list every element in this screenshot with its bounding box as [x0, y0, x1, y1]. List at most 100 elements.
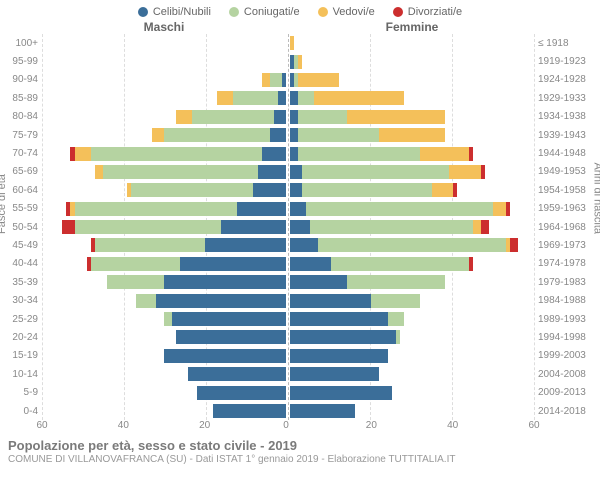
seg-coniugati — [388, 312, 404, 326]
seg-coniugati — [302, 183, 432, 197]
bar-male — [42, 128, 286, 142]
legend-swatch — [393, 7, 403, 17]
bar-male — [42, 404, 286, 418]
seg-celibi — [221, 220, 286, 234]
seg-celibi — [164, 349, 286, 363]
seg-celibi — [290, 147, 298, 161]
age-label: 5-9 — [0, 387, 42, 398]
birth-label: 1954-1958 — [534, 185, 600, 196]
bar-male — [42, 165, 286, 179]
seg-coniugati — [95, 238, 205, 252]
bar-female — [290, 349, 534, 363]
legend-label: Coniugati/e — [244, 6, 300, 18]
legend-label: Celibi/Nubili — [153, 6, 211, 18]
bar-female — [290, 55, 534, 69]
birth-label: 2014-2018 — [534, 406, 600, 417]
legend-swatch — [229, 7, 239, 17]
age-label: 15-19 — [0, 350, 42, 361]
seg-celibi — [282, 73, 286, 87]
seg-divorziati — [481, 220, 489, 234]
pyramid-row: 10-142004-2008 — [0, 365, 600, 383]
seg-vedovi — [95, 165, 103, 179]
bar-male — [42, 36, 286, 50]
seg-celibi — [274, 110, 286, 124]
seg-celibi — [290, 312, 388, 326]
birth-label: 1979-1983 — [534, 277, 600, 288]
birth-label: 1959-1963 — [534, 203, 600, 214]
seg-celibi — [290, 238, 318, 252]
population-pyramid: Fasce di età Anni di nascita 100+≤ 19189… — [0, 34, 600, 434]
seg-coniugati — [298, 128, 379, 142]
seg-divorziati — [62, 220, 74, 234]
seg-vedovi — [432, 183, 452, 197]
bar-female — [290, 128, 534, 142]
seg-celibi — [290, 128, 298, 142]
age-label: 30-34 — [0, 295, 42, 306]
seg-vedovi — [449, 165, 482, 179]
bar-male — [42, 312, 286, 326]
seg-celibi — [290, 91, 298, 105]
bar-female — [290, 91, 534, 105]
seg-coniugati — [233, 91, 278, 105]
seg-coniugati — [347, 275, 445, 289]
bar-male — [42, 294, 286, 308]
age-label: 70-74 — [0, 148, 42, 159]
pyramid-row: 50-541964-1968 — [0, 218, 600, 236]
bar-female — [290, 312, 534, 326]
seg-coniugati — [107, 275, 164, 289]
age-label: 60-64 — [0, 185, 42, 196]
birth-label: 1919-1923 — [534, 56, 600, 67]
seg-vedovi — [493, 202, 505, 216]
seg-vedovi — [314, 91, 403, 105]
seg-celibi — [290, 367, 379, 381]
bar-male — [42, 257, 286, 271]
birth-label: 1999-2003 — [534, 350, 600, 361]
bar-female — [290, 238, 534, 252]
seg-vedovi — [262, 73, 270, 87]
age-label: 40-44 — [0, 258, 42, 269]
seg-celibi — [290, 330, 396, 344]
seg-celibi — [290, 220, 310, 234]
xtick: 40 — [447, 420, 458, 431]
pyramid-row: 70-741944-1948 — [0, 144, 600, 162]
seg-coniugati — [371, 294, 420, 308]
age-label: 0-4 — [0, 406, 42, 417]
seg-divorziati — [469, 147, 473, 161]
bar-male — [42, 220, 286, 234]
seg-celibi — [290, 349, 388, 363]
seg-coniugati — [164, 312, 172, 326]
birth-label: 1929-1933 — [534, 93, 600, 104]
seg-celibi — [197, 386, 286, 400]
pyramid-row: 80-841934-1938 — [0, 108, 600, 126]
seg-vedovi — [379, 128, 444, 142]
xtick: 20 — [199, 420, 210, 431]
seg-celibi — [290, 275, 347, 289]
seg-vedovi — [347, 110, 445, 124]
bar-male — [42, 110, 286, 124]
bar-male — [42, 183, 286, 197]
bar-male — [42, 386, 286, 400]
seg-vedovi — [217, 91, 233, 105]
seg-celibi — [205, 238, 286, 252]
bar-female — [290, 275, 534, 289]
seg-vedovi — [176, 110, 192, 124]
bar-female — [290, 220, 534, 234]
bar-female — [290, 386, 534, 400]
age-label: 90-94 — [0, 74, 42, 85]
birth-label: 2004-2008 — [534, 369, 600, 380]
seg-celibi — [164, 275, 286, 289]
seg-coniugati — [131, 183, 253, 197]
birth-label: 1989-1993 — [534, 314, 600, 325]
seg-celibi — [258, 165, 286, 179]
birth-label: 1994-1998 — [534, 332, 600, 343]
header-femmine: Femmine — [290, 20, 534, 34]
legend-swatch — [318, 7, 328, 17]
bar-male — [42, 73, 286, 87]
pyramid-row: 60-64 1954-1958 — [0, 181, 600, 199]
seg-vedovi — [298, 73, 339, 87]
seg-celibi — [290, 165, 302, 179]
seg-celibi — [290, 404, 355, 418]
xtick: 40 — [118, 420, 129, 431]
pyramid-row: 15-19 1999-2003 — [0, 347, 600, 365]
age-label: 35-39 — [0, 277, 42, 288]
